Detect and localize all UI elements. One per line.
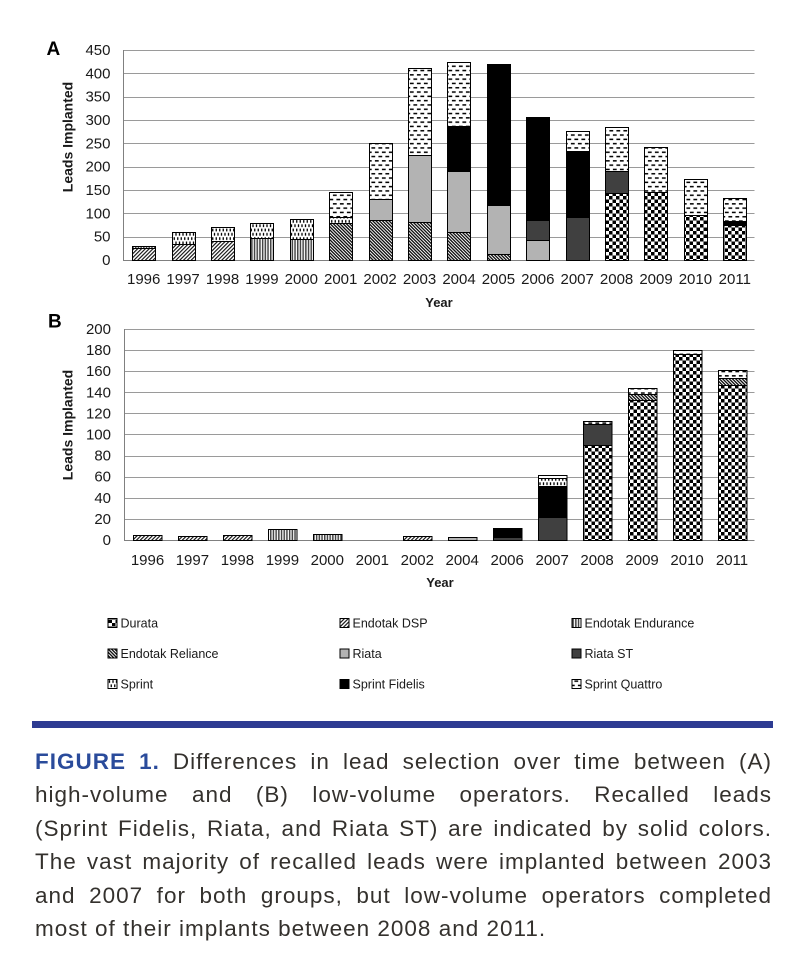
svg-text:Year: Year — [425, 295, 452, 310]
svg-text:1999: 1999 — [245, 271, 278, 288]
svg-text:Year: Year — [426, 575, 453, 590]
svg-text:1998: 1998 — [206, 271, 239, 288]
svg-text:1997: 1997 — [166, 271, 199, 288]
svg-text:2009: 2009 — [639, 271, 672, 288]
svg-text:2008: 2008 — [580, 552, 613, 569]
svg-text:20: 20 — [94, 511, 111, 528]
svg-text:B: B — [48, 312, 62, 333]
svg-text:2004: 2004 — [446, 552, 479, 569]
svg-text:180: 180 — [86, 342, 111, 359]
svg-text:2011: 2011 — [719, 271, 751, 288]
svg-text:Leads Implanted: Leads Implanted — [60, 370, 76, 480]
svg-text:60: 60 — [94, 469, 111, 486]
svg-text:1996: 1996 — [127, 271, 160, 288]
svg-text:2008: 2008 — [600, 271, 633, 288]
svg-text:1997: 1997 — [176, 552, 209, 569]
svg-text:200: 200 — [86, 321, 111, 338]
svg-text:2006: 2006 — [491, 552, 524, 569]
svg-text:Sprint Quattro: Sprint Quattro — [585, 678, 663, 692]
svg-text:2004: 2004 — [442, 271, 475, 288]
svg-text:2002: 2002 — [363, 271, 396, 288]
svg-text:2005: 2005 — [482, 271, 515, 288]
svg-text:400: 400 — [85, 65, 110, 82]
svg-text:50: 50 — [94, 229, 111, 246]
svg-text:1998: 1998 — [221, 552, 254, 569]
svg-text:80: 80 — [94, 448, 111, 465]
svg-text:350: 350 — [85, 89, 110, 106]
svg-text:2000: 2000 — [285, 271, 318, 288]
svg-text:2001: 2001 — [356, 552, 389, 569]
svg-text:Durata: Durata — [121, 617, 159, 631]
svg-text:0: 0 — [102, 252, 110, 269]
svg-text:Leads Implanted: Leads Implanted — [60, 82, 76, 192]
svg-text:Sprint: Sprint — [121, 678, 154, 692]
svg-text:Sprint Fidelis: Sprint Fidelis — [353, 678, 425, 692]
svg-text:2007: 2007 — [536, 552, 569, 569]
svg-text:140: 140 — [86, 384, 111, 401]
svg-text:150: 150 — [85, 182, 110, 199]
svg-text:2002: 2002 — [401, 552, 434, 569]
svg-text:450: 450 — [85, 42, 110, 59]
svg-text:2010: 2010 — [679, 271, 712, 288]
svg-text:2010: 2010 — [670, 552, 703, 569]
svg-text:160: 160 — [86, 363, 111, 380]
svg-text:100: 100 — [86, 427, 111, 444]
svg-text:Riata ST: Riata ST — [585, 647, 634, 661]
svg-text:40: 40 — [94, 490, 111, 507]
svg-text:120: 120 — [86, 405, 111, 422]
svg-text:Endotak Reliance: Endotak Reliance — [121, 647, 219, 661]
svg-text:2003: 2003 — [403, 271, 436, 288]
svg-text:Riata: Riata — [353, 647, 382, 661]
svg-text:300: 300 — [85, 112, 110, 129]
svg-text:Endotak Endurance: Endotak Endurance — [585, 617, 695, 631]
svg-text:A: A — [47, 39, 61, 60]
svg-text:Endotak DSP: Endotak DSP — [353, 617, 428, 631]
svg-text:250: 250 — [85, 135, 110, 152]
svg-text:2001: 2001 — [324, 271, 357, 288]
svg-text:2009: 2009 — [625, 552, 658, 569]
svg-text:1996: 1996 — [131, 552, 164, 569]
svg-text:2006: 2006 — [521, 271, 554, 288]
svg-text:200: 200 — [85, 159, 110, 176]
svg-text:100: 100 — [85, 205, 110, 222]
svg-text:0: 0 — [103, 532, 111, 549]
svg-text:1999: 1999 — [266, 552, 299, 569]
svg-text:2007: 2007 — [561, 271, 594, 288]
svg-text:2000: 2000 — [311, 552, 344, 569]
svg-text:2011: 2011 — [716, 552, 748, 569]
